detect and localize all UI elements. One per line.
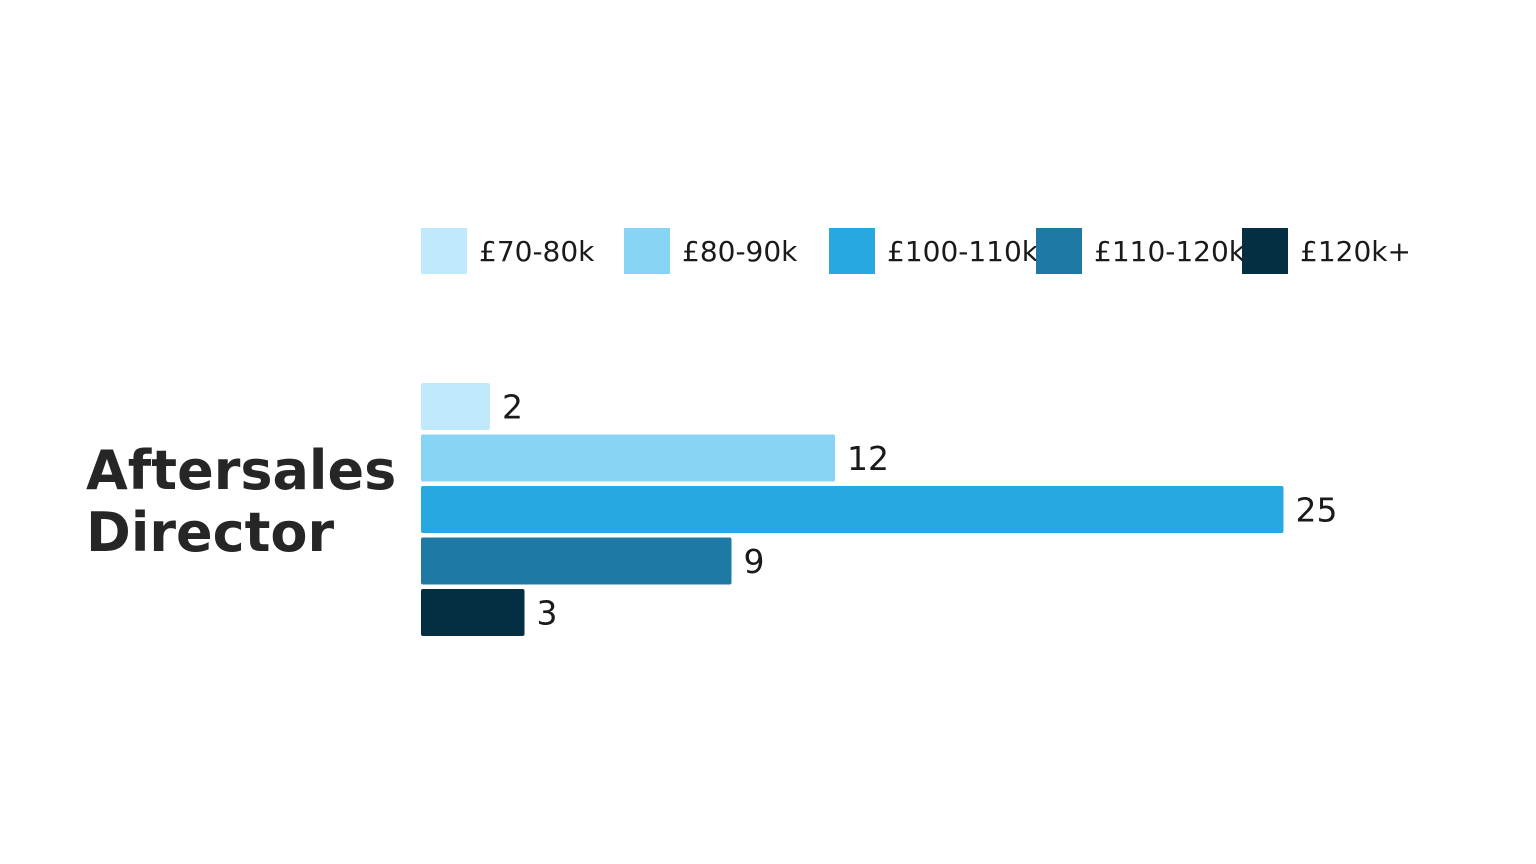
data-label: 25 [1296, 491, 1338, 530]
legend-label: £110-120k [1094, 235, 1246, 268]
bar [421, 589, 525, 636]
legend-swatch [829, 228, 875, 274]
data-label: 2 [502, 388, 523, 427]
legend-label: £70-80k [479, 235, 595, 268]
legend-swatch [1036, 228, 1082, 274]
category-label-line-1: Aftersales [86, 439, 397, 502]
legend-label: £120k+ [1300, 235, 1411, 268]
data-label: 12 [847, 439, 889, 478]
legend-swatch [421, 228, 467, 274]
category-label: Aftersales Director [86, 440, 406, 564]
bar [421, 537, 732, 585]
legend-swatch [1242, 228, 1288, 274]
bar [421, 486, 1284, 533]
category-label-line-2: Director [86, 501, 335, 564]
data-label: 3 [537, 594, 558, 633]
legend-label: £100-110k [887, 235, 1039, 268]
bar [421, 434, 835, 482]
data-label: 9 [744, 542, 765, 581]
bar [421, 383, 490, 430]
legend-swatch [624, 228, 670, 274]
legend-label: £80-90k [682, 235, 798, 268]
